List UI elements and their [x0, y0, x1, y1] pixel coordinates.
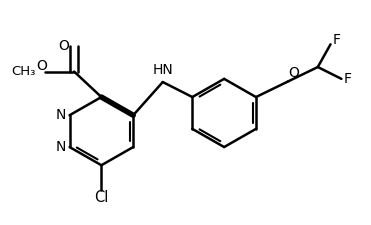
- Text: CH₃: CH₃: [11, 65, 35, 78]
- Text: O: O: [59, 39, 69, 53]
- Text: Cl: Cl: [94, 189, 109, 205]
- Text: N: N: [55, 108, 66, 122]
- Text: F: F: [333, 33, 341, 47]
- Text: F: F: [344, 72, 352, 86]
- Text: O: O: [36, 59, 47, 73]
- Text: HN: HN: [152, 63, 173, 77]
- Text: N: N: [55, 140, 66, 154]
- Text: O: O: [288, 66, 299, 80]
